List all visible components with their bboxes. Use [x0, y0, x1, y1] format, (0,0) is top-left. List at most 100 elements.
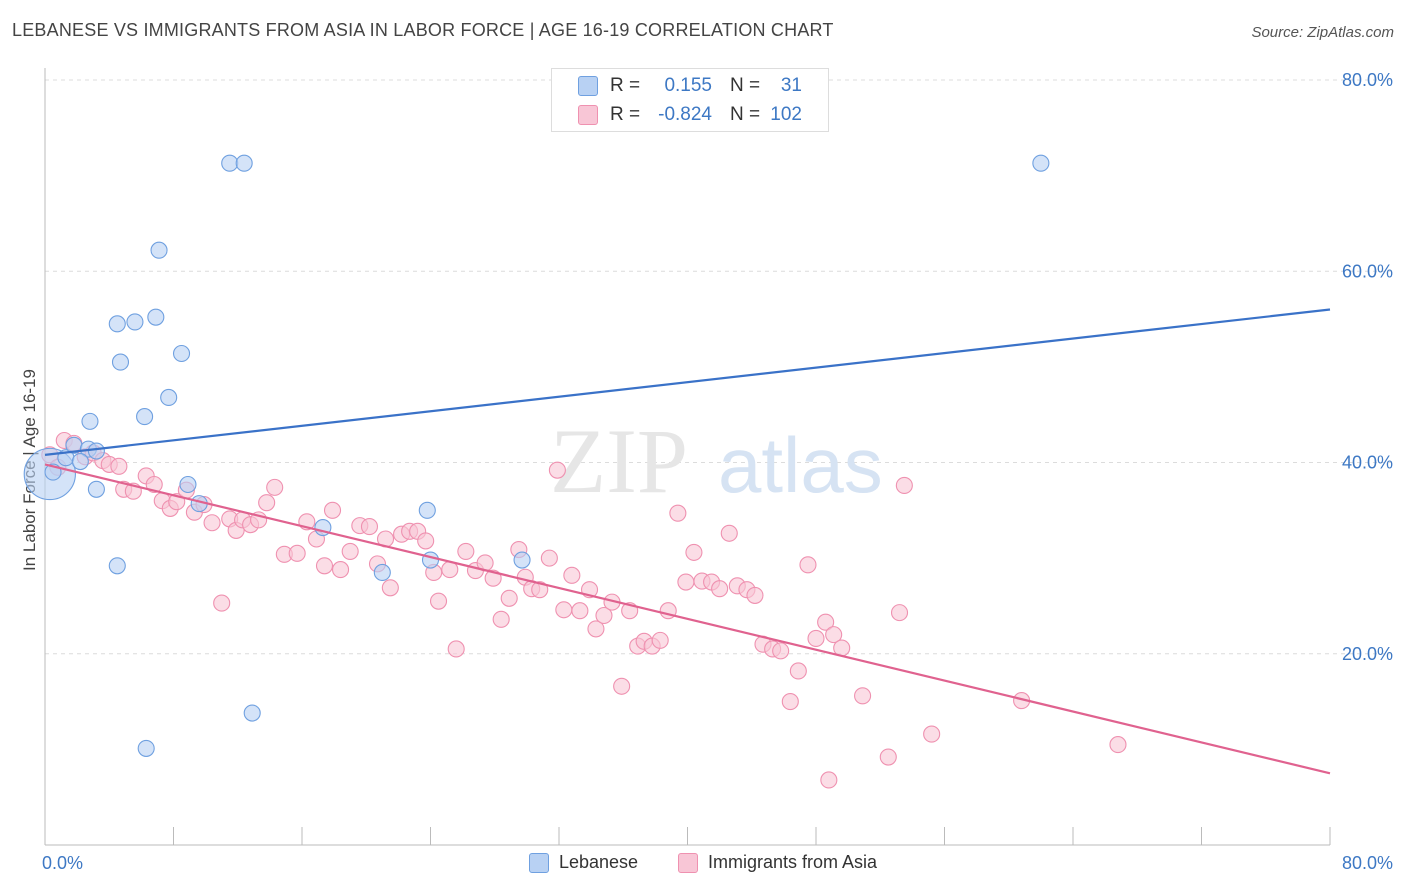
- data-point: [417, 532, 435, 550]
- series-lebanese: [23, 154, 1050, 757]
- stats-row-lebanese: R = 0.155 N = 31: [552, 71, 828, 101]
- stats-legend: R = 0.155 N = 31 R = -0.824 N = 102: [551, 68, 829, 132]
- data-point: [669, 504, 687, 522]
- data-point: [288, 544, 306, 562]
- data-point: [500, 589, 518, 607]
- stats-swatch-immigrants: [578, 105, 598, 125]
- y-tick-label: 80.0%: [1342, 70, 1393, 90]
- y-tick-label: 20.0%: [1342, 644, 1393, 664]
- data-point: [685, 543, 703, 561]
- data-point: [807, 629, 825, 648]
- stats-r-value: 0.155: [664, 75, 712, 96]
- data-point: [179, 475, 197, 494]
- stats-r-label: R =: [610, 75, 641, 96]
- x-tick-label: 0.0%: [42, 853, 83, 873]
- data-point: [746, 586, 764, 604]
- data-point: [879, 748, 897, 766]
- data-point: [548, 461, 566, 479]
- data-point: [258, 494, 276, 512]
- data-point: [595, 606, 613, 625]
- data-point: [825, 626, 843, 644]
- data-point: [457, 542, 475, 560]
- trend-lines: [44, 308, 1331, 775]
- data-point: [341, 542, 359, 560]
- y-tick-label: 60.0%: [1342, 261, 1393, 281]
- data-point: [447, 640, 465, 658]
- data-point: [150, 241, 168, 259]
- data-point: [213, 594, 231, 612]
- data-point: [373, 563, 391, 582]
- data-point: [108, 315, 126, 333]
- data-point: [429, 592, 448, 610]
- data-point: [160, 388, 178, 407]
- data-point: [711, 580, 729, 598]
- data-point: [71, 452, 89, 471]
- data-point: [854, 687, 872, 705]
- data-point: [137, 739, 155, 757]
- data-point: [126, 313, 144, 331]
- legend-item-lebanese[interactable]: Lebanese: [528, 852, 639, 873]
- data-point: [492, 610, 510, 628]
- watermark-atlas: atlas: [718, 421, 883, 509]
- data-point: [221, 154, 239, 172]
- data-point: [651, 631, 669, 649]
- stats-r-label: R =: [610, 104, 641, 125]
- stats-n-value: 31: [780, 75, 802, 96]
- data-point: [513, 551, 531, 569]
- data-point: [817, 613, 835, 631]
- data-point: [418, 501, 436, 519]
- data-point: [323, 501, 342, 519]
- chart-title: LEBANESE VS IMMIGRANTS FROM ASIA IN LABO…: [12, 20, 834, 40]
- stats-n-value: 102: [770, 104, 802, 125]
- data-point: [1032, 154, 1050, 172]
- data-point: [781, 693, 799, 711]
- tick-labels: 20.0% 40.0% 60.0% 80.0% 0.0% 80.0%: [42, 70, 1393, 873]
- data-point: [571, 602, 589, 620]
- legend-item-immigrants-from-asia[interactable]: Immigrants from Asia: [678, 852, 877, 873]
- data-point: [789, 662, 807, 680]
- data-point: [381, 579, 399, 597]
- data-point: [172, 344, 191, 363]
- source-label: Source: ZipAtlas.com: [1251, 24, 1394, 41]
- data-point: [587, 620, 605, 638]
- data-point: [421, 551, 440, 569]
- x-tick-label: 80.0%: [1342, 853, 1393, 873]
- data-point: [890, 604, 909, 622]
- data-point: [772, 642, 790, 660]
- data-point: [87, 442, 105, 460]
- data-point: [820, 771, 838, 789]
- data-point: [563, 566, 581, 584]
- data-point: [555, 601, 573, 619]
- y-tick-label: 40.0%: [1342, 453, 1393, 473]
- data-point: [81, 412, 99, 430]
- data-point: [720, 524, 738, 542]
- data-point: [531, 581, 549, 599]
- data-point: [111, 353, 130, 371]
- legend-label-lebanese: Lebanese: [558, 852, 639, 872]
- data-point: [331, 561, 350, 579]
- stats-n-label: N =: [730, 75, 761, 96]
- legend-swatch-lebanese: [528, 852, 549, 873]
- data-point: [203, 514, 221, 532]
- trend-line: [44, 308, 1331, 456]
- stats-n-label: N =: [730, 104, 761, 125]
- data-point: [315, 557, 334, 575]
- data-point: [266, 478, 284, 496]
- stats-swatch-lebanese: [578, 76, 598, 96]
- legend-label-immigrants-from-asia: Immigrants from Asia: [708, 852, 878, 872]
- data-point: [923, 725, 941, 743]
- data-point: [108, 557, 126, 575]
- data-point: [613, 677, 631, 695]
- data-point: [677, 573, 695, 591]
- data-point: [540, 549, 558, 567]
- data-point: [1109, 736, 1127, 754]
- data-point: [235, 154, 253, 172]
- data-point: [243, 704, 261, 722]
- legend-swatch-immigrants: [678, 852, 699, 873]
- data-point: [110, 457, 128, 475]
- data-point: [147, 308, 165, 326]
- stats-r-value: -0.824: [658, 104, 712, 125]
- data-point: [87, 480, 105, 498]
- data-point: [360, 518, 379, 536]
- data-point: [799, 556, 817, 574]
